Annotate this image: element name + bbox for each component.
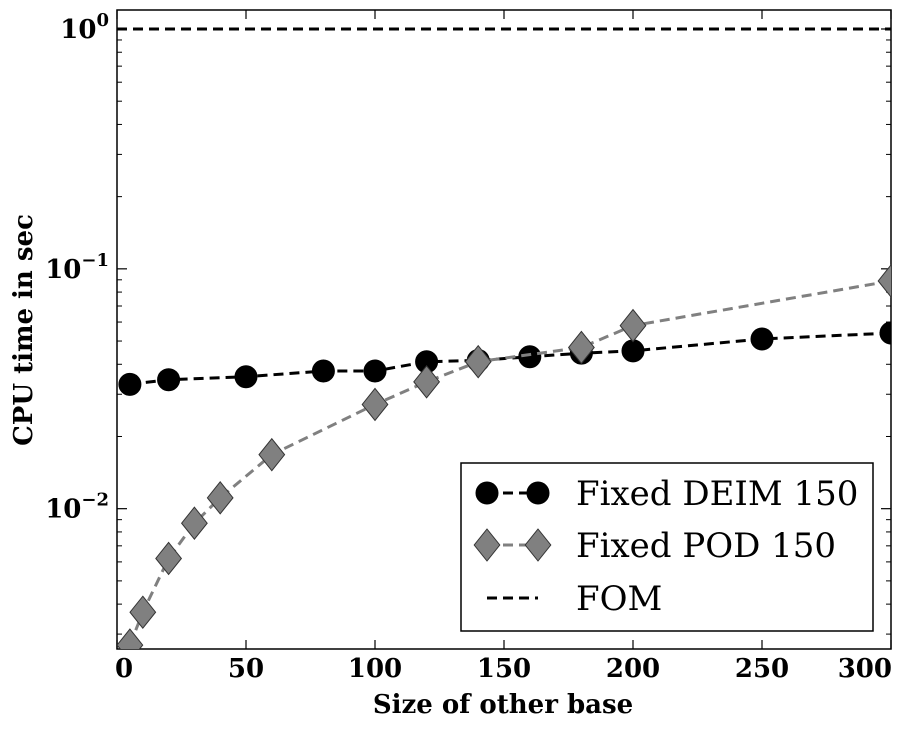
series-line [129,331,891,386]
legend-item: Fixed DEIM 150 [475,474,858,514]
data-point [464,344,492,379]
data-point [361,387,389,422]
x-tick-label: 100 [348,654,402,684]
data-point [155,541,183,576]
legend-items: Fixed DEIM 150 Fixed POD 150 FOM [473,474,858,619]
data-point [877,264,891,298]
data-point [234,365,258,389]
x-tick-label: 50 [228,654,264,684]
data-point [879,321,891,345]
y-tick-label: 10−2 [45,490,109,525]
data-point [129,595,157,630]
legend: Fixed DEIM 150 Fixed POD 150 FOM [460,462,874,632]
legend-label: FOM [576,579,662,619]
data-point [621,339,645,363]
legend-marker [475,481,499,505]
x-tick-label: 250 [735,654,789,684]
data-point [750,327,774,351]
data-point [180,506,208,540]
legend-label: Fixed POD 150 [576,526,836,566]
x-tick-label: 300 [838,654,892,684]
data-point [258,437,286,472]
series-layer [117,27,891,649]
data-point [619,308,647,343]
y-axis-label: CPU time in sec [9,214,39,446]
legend-marker [524,528,552,562]
legend-item: FOM [487,579,662,619]
y-tick-label: 100 [60,10,109,45]
ticks: 0 50 100 150 200 250 300 100 10−1 10−2 [45,10,892,684]
legend-marker [473,528,501,562]
data-point [206,481,234,515]
data-point [117,628,144,649]
x-tick-label: 0 [115,654,133,684]
data-point [118,372,142,396]
x-tick-label: 200 [606,654,660,684]
data-point [567,330,595,365]
data-point [311,359,335,383]
legend-marker [526,481,550,505]
data-point [413,365,441,399]
series-fixed-pod-150 [117,264,891,649]
x-tick-label: 150 [477,654,531,684]
y-tick-label: 10−1 [45,250,109,285]
data-point [157,368,181,392]
legend-label: Fixed DEIM 150 [576,474,858,514]
legend-item: Fixed POD 150 [473,526,836,566]
data-point [518,345,542,369]
data-point [363,359,387,383]
x-axis-label: Size of other base [373,690,633,720]
